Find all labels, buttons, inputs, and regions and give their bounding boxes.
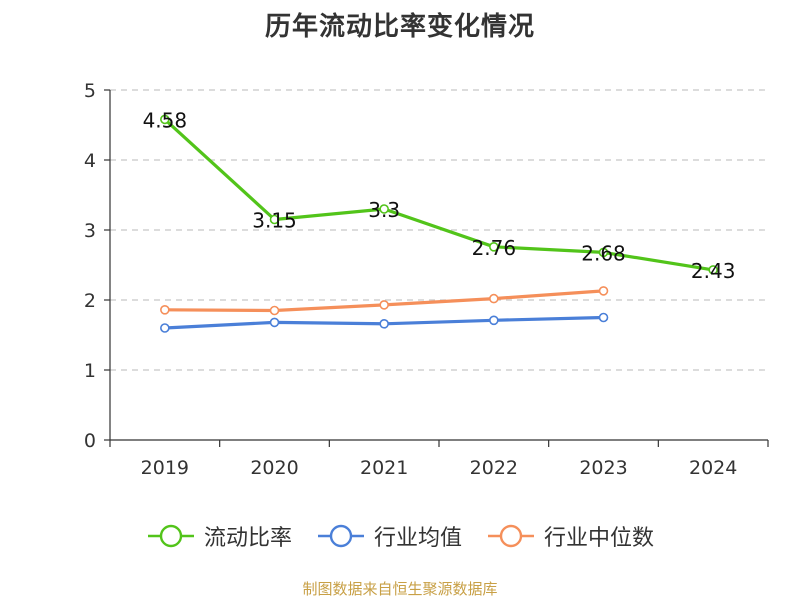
y-tick-label: 4 [84, 150, 96, 172]
data-point [379, 300, 389, 310]
y-tick-label: 5 [84, 80, 96, 102]
data-point [598, 312, 609, 323]
data-point [269, 305, 280, 316]
legend-item[interactable]: 流动比率 [146, 518, 292, 554]
data-point [489, 293, 499, 304]
data-point [598, 247, 609, 258]
data-point [269, 214, 280, 225]
legend-marker-icon [317, 524, 364, 548]
legend: 流动比率 行业均值 行业中位数 [0, 518, 800, 554]
data-point [269, 317, 280, 328]
legend-marker-icon [488, 524, 534, 548]
series-line [163, 117, 715, 272]
y-tick-label: 0 [84, 430, 96, 452]
y-tick-label: 1 [84, 360, 96, 382]
data-label: 2.68 [581, 241, 626, 265]
legend-label: 行业中位数 [544, 526, 655, 551]
data-label: 3.3 [368, 198, 400, 222]
legend-item[interactable]: 行业中位数 [486, 518, 654, 554]
x-tick-label: 2021 [360, 457, 408, 479]
chart-title: 历年流动比率变化情况 [264, 12, 535, 42]
data-point [160, 323, 170, 333]
x-tick-label: 2020 [250, 457, 298, 479]
legend-item[interactable]: 行业均值 [316, 518, 462, 554]
x-tick-label: 2024 [689, 457, 737, 479]
data-point [379, 318, 389, 329]
data-point [379, 204, 389, 214]
x-tick-label: 2023 [579, 457, 627, 479]
x-tick-label: 2019 [141, 457, 189, 479]
data-point [489, 315, 499, 326]
legend-label: 行业均值 [373, 526, 462, 551]
data-label: 4.58 [143, 108, 188, 132]
data-point [598, 286, 609, 296]
y-tick-label: 2 [84, 290, 96, 312]
data-point [160, 114, 170, 125]
data-label: 2.43 [691, 259, 736, 283]
data-point [160, 304, 170, 315]
y-tick-label: 3 [84, 220, 96, 242]
legend-marker-icon [147, 524, 194, 548]
data-point [708, 265, 718, 275]
data-point [489, 242, 499, 252]
data-label: 3.15 [252, 209, 297, 233]
x-tick-label: 2022 [470, 457, 518, 479]
source-note: 制图数据来自恒生聚源数据库 [302, 580, 498, 598]
data-label: 2.76 [472, 236, 517, 260]
legend-label: 流动比率 [203, 526, 292, 551]
